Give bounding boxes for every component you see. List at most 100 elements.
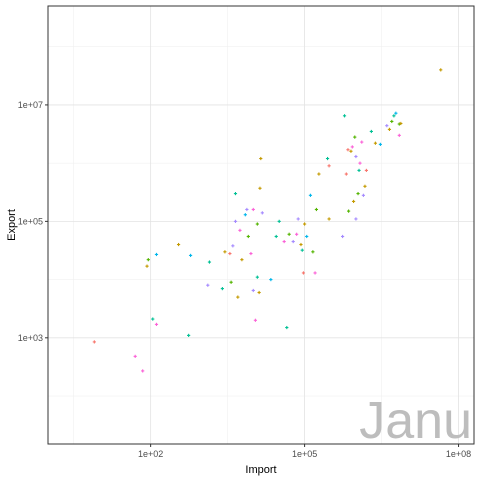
data-point <box>223 250 227 254</box>
data-point <box>145 264 149 268</box>
plot-panel-border <box>47 5 475 445</box>
axis-ticks: 1e+02 1e+05 1e+08 1e+03 1e+05 1e+07 <box>18 100 471 459</box>
data-point <box>251 288 255 293</box>
data-point <box>92 340 96 344</box>
data-point <box>287 232 291 236</box>
data-point <box>387 127 392 131</box>
data-point <box>305 234 309 239</box>
data-point <box>314 207 319 212</box>
data-point <box>299 242 303 247</box>
data-point <box>259 156 263 161</box>
data-point <box>439 68 443 72</box>
x-tick-label: 1e+08 <box>446 449 471 459</box>
data-point <box>260 211 264 215</box>
data-point <box>346 148 350 152</box>
data-point <box>257 290 261 295</box>
data-point <box>233 219 238 223</box>
data-point <box>243 213 247 217</box>
data-point <box>308 193 313 197</box>
data-point <box>349 149 353 153</box>
data-point <box>133 354 137 358</box>
data-point <box>285 325 289 330</box>
data-point <box>295 232 299 236</box>
data-point <box>206 283 210 287</box>
data-point <box>378 142 382 146</box>
data-point <box>228 251 232 256</box>
data-point <box>350 145 354 149</box>
data-point <box>255 222 259 226</box>
data-point <box>356 191 360 196</box>
data-point <box>325 156 330 161</box>
data-point <box>151 317 155 321</box>
data-point <box>245 207 249 212</box>
data-point <box>246 234 250 239</box>
data-point <box>351 199 356 204</box>
grid-lines <box>48 6 474 444</box>
data-point <box>291 239 295 244</box>
data-points <box>92 68 443 373</box>
data-point <box>317 172 321 176</box>
data-point <box>327 164 331 168</box>
data-point <box>399 121 403 126</box>
data-point <box>364 168 368 173</box>
y-tick-label: 1e+05 <box>18 216 43 226</box>
y-tick-label: 1e+07 <box>18 100 43 110</box>
data-point <box>255 275 259 279</box>
data-point <box>187 333 191 337</box>
data-point <box>363 184 367 188</box>
data-point <box>296 217 300 221</box>
data-point <box>397 133 401 137</box>
data-point <box>346 209 351 213</box>
data-point <box>353 135 357 139</box>
data-point <box>354 154 358 159</box>
data-point <box>394 111 398 115</box>
data-point <box>354 217 358 221</box>
data-point <box>277 219 281 223</box>
data-point <box>188 253 193 258</box>
data-point <box>373 141 378 145</box>
data-point <box>207 260 212 264</box>
data-point <box>300 248 304 252</box>
data-point <box>358 161 362 165</box>
data-point <box>240 258 244 262</box>
data-point <box>274 234 278 239</box>
data-point <box>369 129 373 134</box>
data-point <box>233 191 238 196</box>
data-point <box>385 124 389 128</box>
data-point <box>249 251 253 256</box>
data-point <box>251 207 255 212</box>
data-point <box>238 228 242 232</box>
data-point <box>231 244 235 248</box>
data-point <box>282 239 286 244</box>
data-point <box>311 250 315 254</box>
data-point <box>301 271 306 275</box>
data-point <box>236 295 240 299</box>
data-point <box>357 168 361 173</box>
data-point <box>340 234 345 239</box>
data-point <box>361 193 366 197</box>
data-point <box>302 222 307 226</box>
data-point <box>176 242 181 247</box>
data-point <box>146 258 150 262</box>
data-point <box>344 172 348 176</box>
data-point <box>269 277 273 282</box>
data-point <box>327 217 331 221</box>
watermark-text: Janu <box>359 392 472 450</box>
data-point <box>253 318 257 322</box>
data-point <box>141 369 145 373</box>
data-point <box>229 280 233 284</box>
y-tick-label: 1e+03 <box>18 333 43 343</box>
data-point <box>360 140 364 144</box>
data-point <box>342 114 347 118</box>
x-tick-label: 1e+02 <box>138 449 163 459</box>
data-point <box>258 186 262 190</box>
data-point <box>392 114 396 118</box>
x-axis-title: Import <box>245 464 276 476</box>
data-point <box>154 322 159 326</box>
data-point <box>220 287 224 291</box>
data-point <box>313 271 317 275</box>
y-axis-title: Export <box>6 209 18 241</box>
